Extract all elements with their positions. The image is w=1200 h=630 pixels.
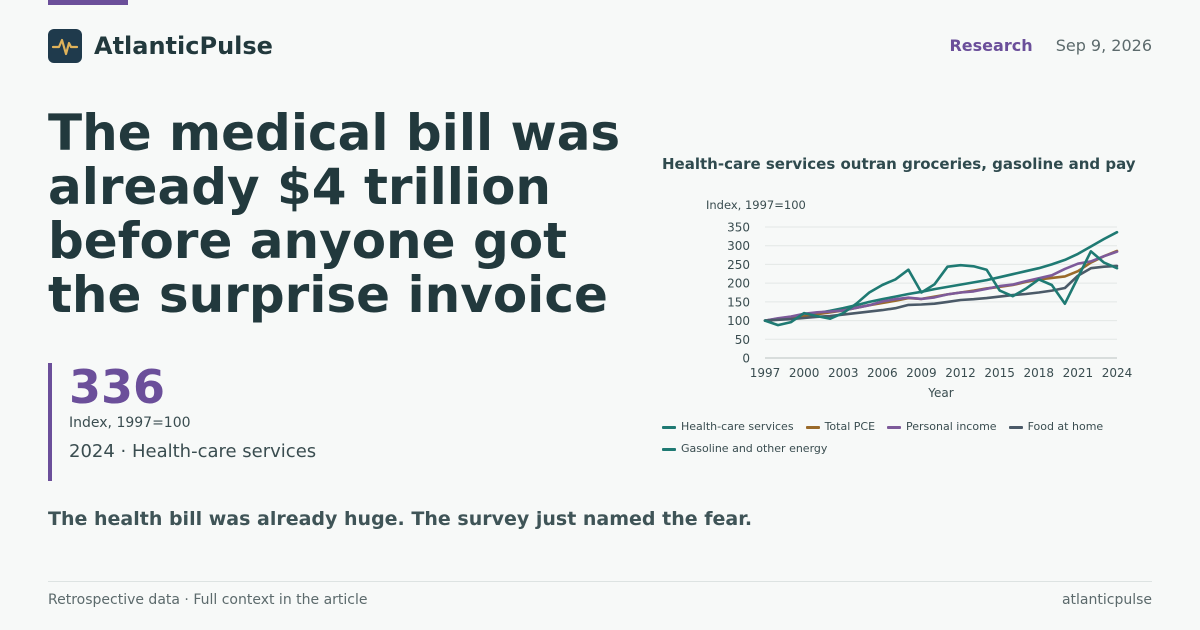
legend-swatch	[662, 447, 676, 451]
brand-name[interactable]: AtlanticPulse	[94, 32, 273, 60]
x-tick-label: 2012	[945, 366, 976, 380]
y-tick-label: 250	[727, 258, 750, 272]
x-tick-label: 2021	[1063, 366, 1094, 380]
x-axis-label: Year	[927, 386, 953, 400]
legend-item: Food at home	[1008, 418, 1104, 436]
x-tick-label: 2003	[828, 366, 859, 380]
x-tick-label: 1997	[750, 366, 781, 380]
y-tick-label: 150	[727, 295, 750, 309]
line-chart: Index, 1997=100 0 50 100 150 200 250 300 350 1997…	[706, 198, 1133, 400]
legend-item: Gasoline and other energy	[662, 440, 827, 458]
section-link[interactable]: Research	[949, 36, 1033, 55]
footer-site[interactable]: atlanticpulse	[1061, 592, 1152, 608]
x-tick-label: 2009	[906, 366, 937, 380]
legend-label: Health-care services	[681, 420, 794, 433]
legend-item: Personal income	[887, 418, 997, 436]
y-tick-label: 300	[727, 239, 750, 253]
legend-label: Total PCE	[824, 420, 876, 433]
stat-context: 2024 · Health-care services	[69, 441, 317, 462]
footer-note: Retrospective data · Full context in the…	[48, 592, 368, 608]
legend-swatch	[805, 425, 820, 429]
y-tick-label: 50	[735, 333, 750, 347]
y-tick-label: 100	[727, 314, 750, 328]
y-tick-label: 350	[727, 221, 750, 235]
header-meta: Research Sep 9, 2026	[949, 36, 1152, 56]
x-tick-label: 2018	[1024, 366, 1055, 380]
x-tick-label: 2000	[789, 366, 820, 380]
legend-label: Food at home	[1027, 420, 1104, 433]
legend-label: Personal income	[906, 420, 997, 433]
chart-legend: Health-care services Total PCE Personal in…	[662, 418, 1142, 458]
publish-date: Sep 9, 2026	[1055, 36, 1152, 55]
series-line-gasoline-and-other-energy	[763, 249, 1119, 327]
stat-value: 336	[69, 360, 166, 414]
legend-swatch	[887, 425, 902, 429]
accent-bar	[48, 0, 128, 5]
footer-divider	[48, 581, 1152, 582]
x-tick-label: 2006	[867, 366, 898, 380]
stat-callout: 336 Index, 1997=100 2024 · Health-care s…	[48, 363, 352, 481]
legend-item: Total PCE	[805, 418, 876, 436]
x-tick-label: 2015	[984, 366, 1015, 380]
y-tick-label: 200	[727, 277, 750, 291]
y-axis-label: Index, 1997=100	[706, 198, 806, 212]
pulse-icon[interactable]	[48, 29, 82, 63]
x-tick-label: 2024	[1102, 366, 1133, 380]
legend-item: Health-care services	[662, 418, 794, 436]
legend-swatch	[662, 425, 676, 429]
series-line-personal-income	[763, 250, 1119, 322]
legend-label: Gasoline and other energy	[681, 442, 828, 455]
dek: The health bill was already huge. The su…	[48, 508, 753, 530]
headline: The medical bill was already $4 trillion…	[48, 104, 621, 324]
y-tick-label: 0	[742, 352, 750, 366]
chart-title: Health-care services outran groceries, g…	[662, 155, 1136, 173]
legend-swatch	[1008, 425, 1023, 429]
stat-unit: Index, 1997=100	[69, 415, 191, 431]
